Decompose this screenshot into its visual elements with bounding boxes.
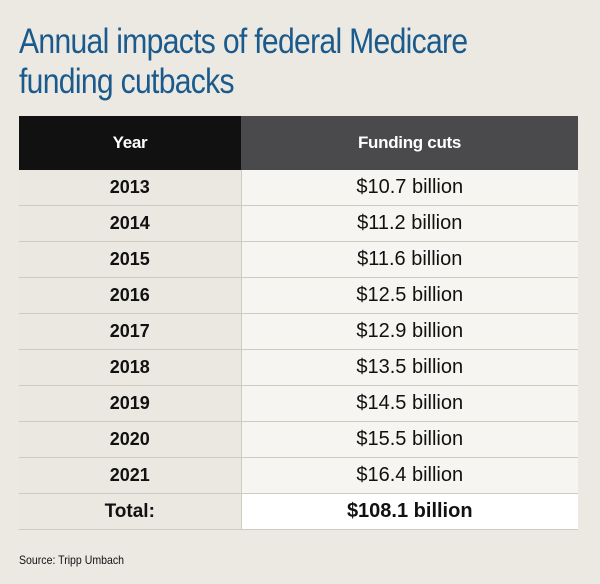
funding-table-container: Year Funding cuts 2013 $10.7 billion 2014 $… [19, 116, 578, 530]
table-row: 2021 $16.4 billion [19, 457, 578, 494]
table-row: 2014 $11.2 billion [19, 205, 578, 242]
funding-cut-cell: $12.9 billion [241, 313, 578, 350]
funding-cut-cell: $10.7 billion [241, 170, 578, 206]
year-cell: 2016 [19, 277, 242, 314]
funding-table: Year Funding cuts 2013 $10.7 billion 2014 $… [19, 116, 578, 530]
funding-cut-cell: $12.5 billion [241, 277, 578, 314]
table-row: 2019 $14.5 billion [19, 385, 578, 422]
table-row: 2017 $12.9 billion [19, 313, 578, 350]
table-row: 2016 $12.5 billion [19, 277, 578, 314]
table-row: 2015 $11.6 billion [19, 241, 578, 278]
table-row: 2018 $13.5 billion [19, 349, 578, 386]
table-row: 2020 $15.5 billion [19, 421, 578, 458]
year-cell: 2020 [19, 421, 242, 458]
year-cell: 2015 [19, 241, 242, 278]
source-note: Source: Tripp Umbach [19, 553, 125, 567]
table-row: 2013 $10.7 billion [19, 170, 578, 206]
funding-cut-cell: $11.2 billion [241, 205, 578, 242]
header-row: Year Funding cuts [19, 116, 578, 170]
funding-cut-cell: $15.5 billion [241, 421, 578, 458]
total-label: Total: [19, 493, 242, 530]
column-header-year: Year [19, 116, 241, 170]
year-cell: 2018 [19, 349, 242, 386]
table-body: 2013 $10.7 billion 2014 $11.2 billion 2015 $1… [19, 170, 578, 530]
funding-cut-cell: $14.5 billion [241, 385, 578, 422]
funding-cut-cell: $11.6 billion [241, 241, 578, 278]
year-cell: 2013 [19, 170, 242, 206]
year-cell: 2017 [19, 313, 242, 350]
year-cell: 2014 [19, 205, 242, 242]
funding-cut-cell: $13.5 billion [241, 349, 578, 386]
total-value: $108.1 billion [241, 493, 578, 530]
year-cell: 2021 [19, 457, 242, 494]
year-cell: 2019 [19, 385, 242, 422]
funding-cut-cell: $16.4 billion [241, 457, 578, 494]
chart-title: Annual impacts of federal Medicare fundi… [19, 22, 468, 101]
column-header-funding-cuts: Funding cuts [241, 116, 578, 170]
total-row: Total: $108.1 billion [19, 493, 578, 530]
